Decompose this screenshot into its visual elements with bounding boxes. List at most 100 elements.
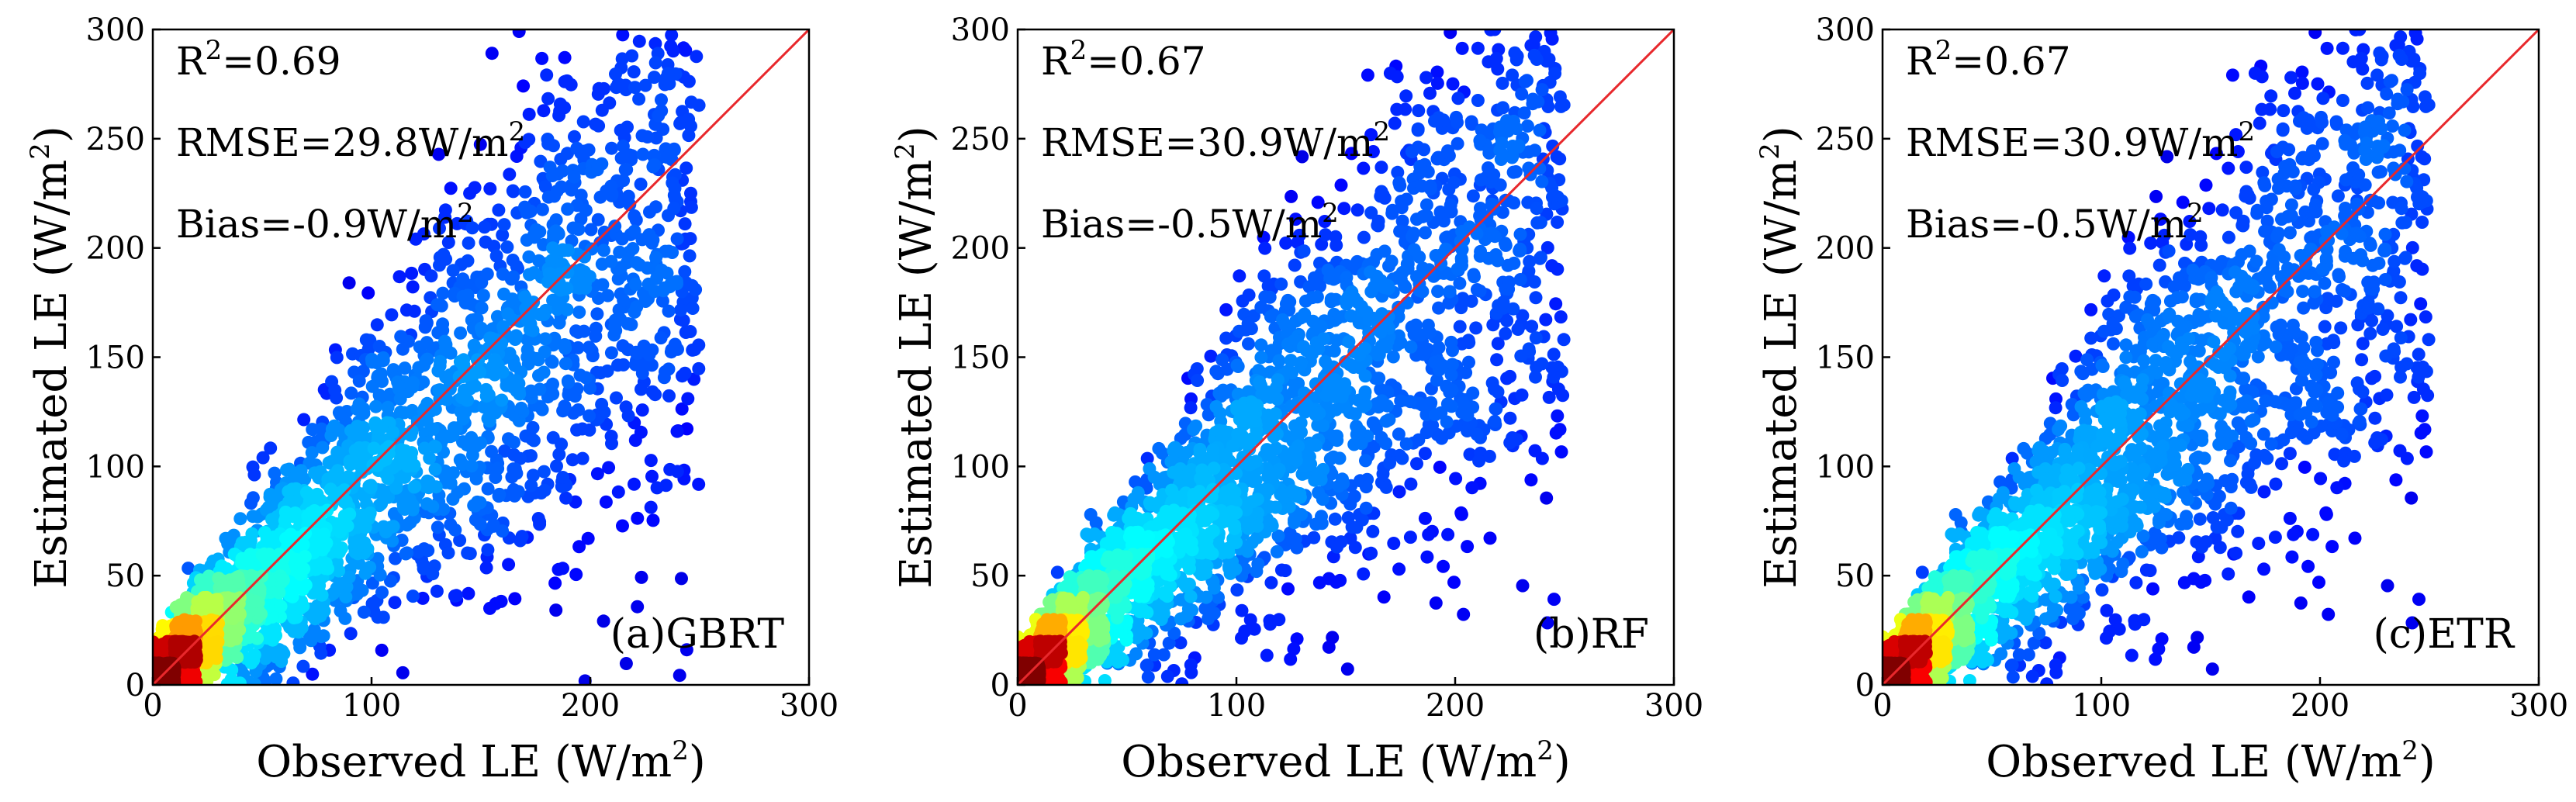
scatter-point xyxy=(1403,531,1417,544)
scatter-point xyxy=(1525,320,1539,334)
scatter-point xyxy=(1184,401,1198,415)
scatter-point xyxy=(1429,596,1443,610)
scatter-point xyxy=(545,254,558,268)
scatter-point xyxy=(648,71,661,85)
scatter-point xyxy=(537,465,551,479)
scatter-point xyxy=(463,186,477,200)
scatter-point xyxy=(1474,173,1488,187)
scatter-point xyxy=(1442,182,1456,196)
scatter-point xyxy=(1547,593,1561,607)
scatter-point xyxy=(362,479,376,493)
scatter-point xyxy=(389,551,402,565)
scatter-point xyxy=(388,596,402,610)
scatter-point xyxy=(1474,244,1488,258)
scatter-point xyxy=(419,314,433,328)
scatter-point xyxy=(1235,603,1249,617)
scatter-point xyxy=(678,217,692,231)
scatter-point xyxy=(659,71,673,85)
scatter-point xyxy=(552,448,566,461)
scatter-point xyxy=(272,586,286,600)
scatter-point xyxy=(525,432,539,446)
scatter-point xyxy=(433,258,446,272)
scatter-point xyxy=(1387,537,1401,550)
scatter-point xyxy=(1547,188,1561,202)
scatter-point xyxy=(667,143,681,157)
scatter-point xyxy=(367,441,381,455)
scatter-point xyxy=(650,481,664,495)
scatter-point xyxy=(1319,228,1333,242)
scatter-point xyxy=(1347,489,1361,503)
scatter-point xyxy=(256,451,270,465)
scatter-point xyxy=(1540,616,1554,630)
scatter-point xyxy=(662,280,676,294)
scatter-point xyxy=(306,423,320,437)
scatter-point xyxy=(1451,92,1465,105)
scatter-point xyxy=(1233,269,1247,283)
scatter-point xyxy=(1530,361,1544,374)
scatter-point xyxy=(313,493,327,507)
scatter-point xyxy=(520,233,534,247)
scatter-point xyxy=(1147,648,1161,662)
scatter-point xyxy=(690,50,704,64)
scatter-point xyxy=(483,601,496,615)
scatter-point xyxy=(572,540,586,554)
scatter-point xyxy=(1364,128,1378,142)
scatter-point xyxy=(1503,411,1517,425)
scatter-point xyxy=(553,104,567,118)
scatter-point xyxy=(485,444,499,458)
scatter-point xyxy=(534,154,548,168)
scatter-point xyxy=(1524,473,1538,487)
scatter-point xyxy=(560,302,574,316)
scatter-point xyxy=(1410,213,1423,226)
scatter-point xyxy=(1359,480,1373,494)
scatter-point xyxy=(441,546,455,560)
scatter-point xyxy=(1549,297,1563,311)
scatter-point xyxy=(489,471,503,484)
scatter-point xyxy=(1219,302,1233,316)
scatter-point xyxy=(453,354,467,368)
scatter-point xyxy=(489,249,503,263)
scatter-point xyxy=(524,479,538,493)
scatter-point xyxy=(1375,394,1388,408)
scatter-point xyxy=(1522,161,1536,175)
scatter-point xyxy=(488,353,502,367)
scatter-point xyxy=(432,147,446,161)
scatter-point xyxy=(592,81,606,95)
scatter-point xyxy=(246,491,260,505)
scatter-point xyxy=(1554,445,1568,459)
scatter-point xyxy=(316,441,330,455)
scatter-point xyxy=(632,34,646,48)
scatter-point xyxy=(458,383,471,397)
scatter-point xyxy=(652,109,666,123)
scatter-point xyxy=(549,213,563,226)
scatter-point xyxy=(500,240,514,254)
scatter-point xyxy=(645,343,659,357)
scatter-point xyxy=(1515,87,1529,101)
scatter-point xyxy=(578,250,592,264)
scatter-point xyxy=(662,304,676,318)
scatter-point xyxy=(475,301,489,315)
scatter-point xyxy=(363,334,377,347)
scatter-point xyxy=(1250,565,1264,579)
scatter-point xyxy=(458,405,472,419)
scatter-point xyxy=(1528,143,1542,157)
scatter-point xyxy=(512,29,526,38)
scatter-point xyxy=(1554,310,1568,324)
scatter-point xyxy=(1527,275,1541,289)
scatter-point xyxy=(1529,370,1542,384)
scatter-point xyxy=(1431,150,1445,164)
scatter-point xyxy=(522,107,536,121)
scatter-point xyxy=(1399,89,1413,103)
scatter-point xyxy=(1378,191,1392,205)
scatter-point xyxy=(681,392,695,406)
scatter-point xyxy=(212,617,225,631)
one-to-one-line xyxy=(153,29,809,685)
scatter-point xyxy=(1449,472,1463,486)
y-tick-label: 150 xyxy=(86,341,145,376)
scatter-point xyxy=(667,202,681,216)
scatter-point xyxy=(686,302,700,315)
scatter-point xyxy=(376,351,390,365)
scatter-point xyxy=(1509,165,1523,178)
